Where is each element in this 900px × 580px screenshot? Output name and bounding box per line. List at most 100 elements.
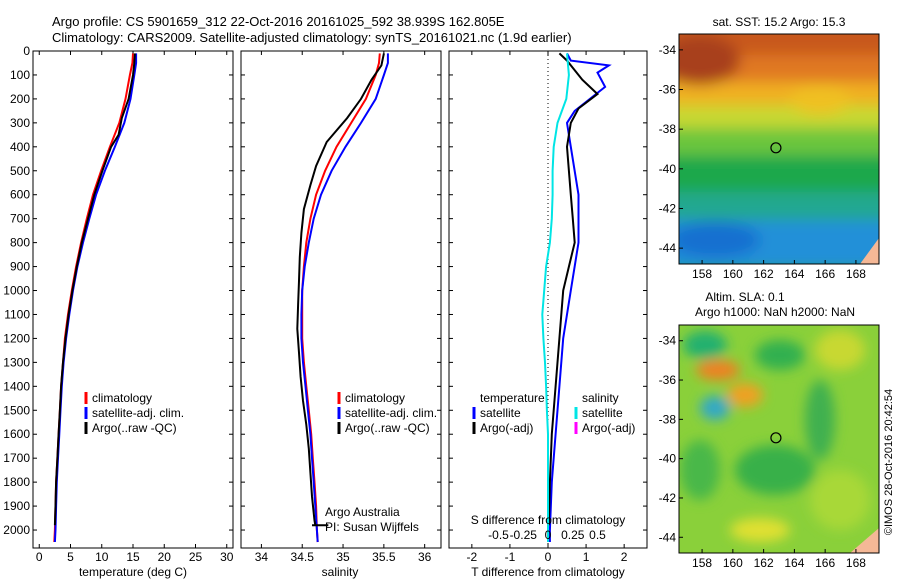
series-line-2 (53, 53, 136, 526)
difference-top-label: S difference from climatology (471, 513, 626, 527)
lon-tick-label: 168 (846, 267, 866, 281)
x-tick-label: -2 (467, 550, 478, 564)
legend-title-salinity: salinity (582, 391, 619, 405)
legend-label-climatology: climatology (345, 391, 405, 405)
depth-tick-label: 1600 (3, 427, 30, 441)
x-tick-label: 10 (95, 550, 109, 564)
lon-tick-label: 164 (784, 267, 804, 281)
sst-lon-ticks: 158 160 162 164 166 168 (692, 260, 866, 281)
top-tick-label: -0.5 (488, 528, 509, 542)
top-tick-label: 0.5 (589, 528, 606, 542)
legend-label-satellite: satellite-adj. clim. (345, 406, 437, 420)
depth-tick-label: 400 (10, 140, 30, 154)
imos-timestamp: ©IMOS 28-Oct-2016 20:42:54 (883, 389, 895, 535)
lat-tick-label: -40 (659, 452, 677, 466)
lat-tick-label: -38 (659, 122, 677, 136)
x-tick-label: 0 (36, 550, 43, 564)
depth-tick-label: 1400 (3, 379, 30, 393)
depth-tick-label: 1000 (3, 284, 30, 298)
depth-tick-label: 1500 (3, 403, 30, 417)
difference-depth-ticks (449, 50, 647, 531)
lat-tick-label: -36 (659, 83, 677, 97)
temperature-ticks: 0 5 10 15 20 25 30 (36, 51, 234, 564)
legend-label-sal-argo: Argo(-adj) (582, 421, 635, 435)
lat-tick-label: -44 (659, 530, 677, 544)
legend-label-argo: Argo(..raw -QC) (92, 421, 177, 435)
temperature-series (53, 53, 138, 543)
legend-label-sal-satellite: satellite (582, 406, 623, 420)
sla-lat-ticks: -34 -36 -38 -40 -42 -44 (659, 334, 683, 544)
depth-tick-label: 1700 (3, 451, 30, 465)
x-tick-label: 2 (621, 550, 628, 564)
depth-tick-label: 900 (10, 260, 30, 274)
depth-tick-label: 100 (10, 68, 30, 82)
depth-tick-label: 600 (10, 188, 30, 202)
land-mass (850, 528, 879, 553)
sla-field (679, 325, 879, 553)
sla-map-panel: Altim. SLA: 0.1 Argo h1000: NaN h2000: N… (659, 290, 880, 570)
lon-tick-label: 166 (815, 267, 835, 281)
argo-location-marker (770, 432, 782, 444)
lat-tick-label: -36 (659, 373, 677, 387)
x-tick-label: 34.5 (291, 550, 315, 564)
depth-tick-label: 1800 (3, 475, 30, 489)
legend-title-temperature: temperature (480, 391, 545, 405)
temperature-xlabel: temperature (deg C) (79, 565, 187, 579)
lon-tick-label: 166 (815, 556, 835, 570)
x-tick-label: 1 (583, 550, 590, 564)
legend-label-temp-satellite: satellite (480, 406, 521, 420)
sla-map-title: Altim. SLA: 0.1 (705, 290, 785, 304)
lat-tick-label: -38 (659, 412, 677, 426)
difference-xlabel: T difference from climatology (471, 565, 625, 579)
difference-series (541, 52, 612, 542)
top-tick-label: -0.25 (510, 528, 538, 542)
attribution-line1: Argo Australia (325, 505, 400, 519)
depth-tick-label: 300 (10, 116, 30, 130)
lon-tick-label: 168 (846, 556, 866, 570)
x-tick-label: 0 (545, 550, 552, 564)
depth-tick-label: 1300 (3, 355, 30, 369)
salinity-panel: 34 34.5 35 35.5 36 salinity climatology sate… (240, 50, 442, 579)
series-line-1 (547, 52, 600, 526)
lat-tick-label: -40 (659, 162, 677, 176)
salinity-axes-frame (240, 50, 442, 549)
x-tick-label: -1 (505, 550, 516, 564)
depth-tick-label: 2000 (3, 523, 30, 537)
x-tick-label: 20 (158, 550, 172, 564)
lat-tick-label: -34 (659, 334, 677, 348)
lat-tick-label: -42 (659, 201, 677, 215)
temperature-panel: 0100200300400500600700800900100011001200… (3, 44, 233, 579)
land-mass (860, 238, 879, 264)
top-tick-label: 0 (545, 528, 552, 542)
sst-field (679, 34, 879, 264)
legend-label-temp-argo: Argo(-adj) (480, 421, 533, 435)
lat-tick-label: -42 (659, 491, 677, 505)
sst-map-panel: sat. SST: 15.2 Argo: 15.3 -34 -36 -38 -40 -4… (659, 15, 880, 281)
x-tick-label: 5 (67, 550, 74, 564)
salinity-depth-ticks (241, 50, 441, 531)
depth-tick-label: 1200 (3, 331, 30, 345)
sst-lat-ticks: -34 -36 -38 -40 -42 -44 (659, 43, 683, 255)
series-line-1 (53, 53, 138, 543)
salinity-legend: climatology satellite-adj. clim. Argo(..… (337, 391, 437, 435)
salinity-ticks: 34 34.5 35 35.5 36 (255, 51, 432, 564)
depth-tick-label: 0 (23, 44, 30, 58)
difference-legend: temperature satellite Argo(-adj) salinit… (472, 391, 635, 435)
temperature-legend: climatology satellite-adj. clim. Argo(..… (84, 391, 184, 435)
temperature-axes-frame (32, 50, 234, 549)
lon-tick-label: 158 (692, 556, 712, 570)
x-tick-label: 35.5 (372, 550, 396, 564)
salinity-xlabel: salinity (322, 565, 359, 579)
attribution-line2: PI: Susan Wijffels (325, 520, 419, 534)
depth-tick-label: 700 (10, 212, 30, 226)
lat-tick-label: -34 (659, 43, 677, 57)
legend-label-argo: Argo(..raw -QC) (345, 421, 430, 435)
lon-tick-label: 158 (692, 267, 712, 281)
difference-ticks: -2 -1 0 1 2 (467, 51, 628, 564)
salinity-series (296, 53, 389, 543)
legend-label-satellite: satellite-adj. clim. (92, 406, 184, 420)
x-tick-label: 34 (255, 550, 269, 564)
depth-tick-label: 1900 (3, 499, 30, 513)
lon-tick-label: 160 (723, 556, 743, 570)
sst-map-title: sat. SST: 15.2 Argo: 15.3 (713, 15, 846, 29)
